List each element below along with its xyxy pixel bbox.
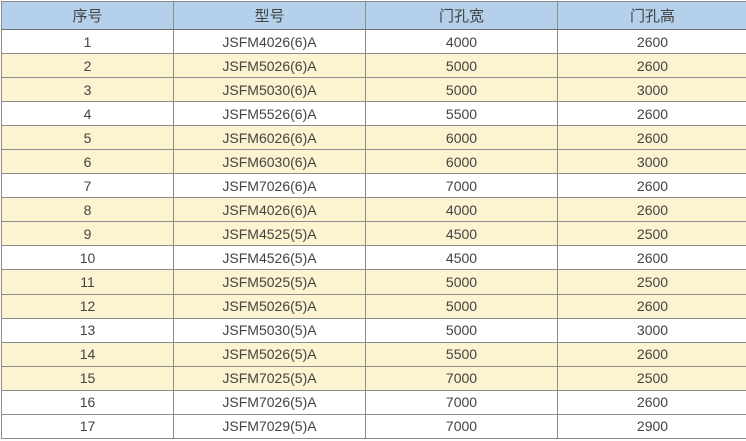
cell-door-width: 7000 <box>366 174 558 198</box>
cell-index: 4 <box>2 102 174 126</box>
cell-model: JSFM5025(5)A <box>174 270 366 294</box>
cell-door-width: 5500 <box>366 342 558 366</box>
cell-door-height: 3000 <box>558 150 746 174</box>
cell-door-width: 5000 <box>366 78 558 102</box>
cell-model: JSFM4525(5)A <box>174 222 366 246</box>
cell-model: JSFM5030(5)A <box>174 318 366 342</box>
cell-model: JSFM7029(5)A <box>174 414 366 438</box>
cell-model: JSFM6026(6)A <box>174 126 366 150</box>
cell-door-height: 2600 <box>558 174 746 198</box>
cell-door-height: 2900 <box>558 414 746 438</box>
cell-door-width: 4000 <box>366 198 558 222</box>
cell-door-width: 7000 <box>366 414 558 438</box>
cell-door-height: 2600 <box>558 246 746 270</box>
cell-index: 11 <box>2 270 174 294</box>
cell-index: 7 <box>2 174 174 198</box>
cell-door-width: 6000 <box>366 126 558 150</box>
cell-model: JSFM5026(6)A <box>174 54 366 78</box>
cell-door-width: 4500 <box>366 222 558 246</box>
cell-index: 17 <box>2 414 174 438</box>
cell-door-height: 2600 <box>558 30 746 54</box>
cell-index: 9 <box>2 222 174 246</box>
cell-door-height: 2500 <box>558 222 746 246</box>
cell-door-height: 3000 <box>558 78 746 102</box>
cell-model: JSFM5030(6)A <box>174 78 366 102</box>
cell-model: JSFM7026(6)A <box>174 174 366 198</box>
cell-model: JSFM6030(6)A <box>174 150 366 174</box>
cell-door-width: 4500 <box>366 246 558 270</box>
cell-door-width: 5000 <box>366 54 558 78</box>
cell-model: JSFM5026(5)A <box>174 342 366 366</box>
cell-door-width: 5000 <box>366 294 558 318</box>
cell-door-width: 6000 <box>366 150 558 174</box>
cell-door-width: 5500 <box>366 102 558 126</box>
cell-model: JSFM7025(5)A <box>174 366 366 390</box>
cell-index: 3 <box>2 78 174 102</box>
cell-index: 1 <box>2 30 174 54</box>
cell-door-height: 2600 <box>558 294 746 318</box>
cell-index: 15 <box>2 366 174 390</box>
cell-model: JSFM7026(5)A <box>174 390 366 414</box>
cell-door-width: 4000 <box>366 30 558 54</box>
cell-model: JSFM4526(5)A <box>174 246 366 270</box>
cell-door-height: 2600 <box>558 126 746 150</box>
cell-door-height: 2500 <box>558 366 746 390</box>
cell-door-width: 5000 <box>366 270 558 294</box>
cell-index: 16 <box>2 390 174 414</box>
cell-index: 6 <box>2 150 174 174</box>
cell-index: 5 <box>2 126 174 150</box>
cell-door-height: 3000 <box>558 318 746 342</box>
cell-model: JSFM4026(6)A <box>174 30 366 54</box>
header-row: 序号 型号 门孔宽 门孔高 <box>2 2 746 30</box>
cell-index: 13 <box>2 318 174 342</box>
cell-door-height: 2600 <box>558 54 746 78</box>
cell-door-height: 2500 <box>558 270 746 294</box>
column-header-door-height: 门孔高 <box>558 2 746 30</box>
cell-door-height: 2600 <box>558 198 746 222</box>
column-header-model: 型号 <box>174 2 366 30</box>
column-header-door-width: 门孔宽 <box>366 2 558 30</box>
cell-index: 2 <box>2 54 174 78</box>
cell-index: 10 <box>2 246 174 270</box>
cell-door-height: 2600 <box>558 390 746 414</box>
cell-door-width: 5000 <box>366 318 558 342</box>
cell-index: 14 <box>2 342 174 366</box>
cell-door-width: 7000 <box>366 390 558 414</box>
cell-model: JSFM5526(6)A <box>174 102 366 126</box>
cell-door-height: 2600 <box>558 342 746 366</box>
cell-model: JSFM4026(6)A <box>174 198 366 222</box>
cell-model: JSFM5026(5)A <box>174 294 366 318</box>
column-header-index: 序号 <box>2 2 174 30</box>
cell-door-height: 2600 <box>558 102 746 126</box>
cell-index: 8 <box>2 198 174 222</box>
cell-door-width: 7000 <box>366 366 558 390</box>
cell-index: 12 <box>2 294 174 318</box>
